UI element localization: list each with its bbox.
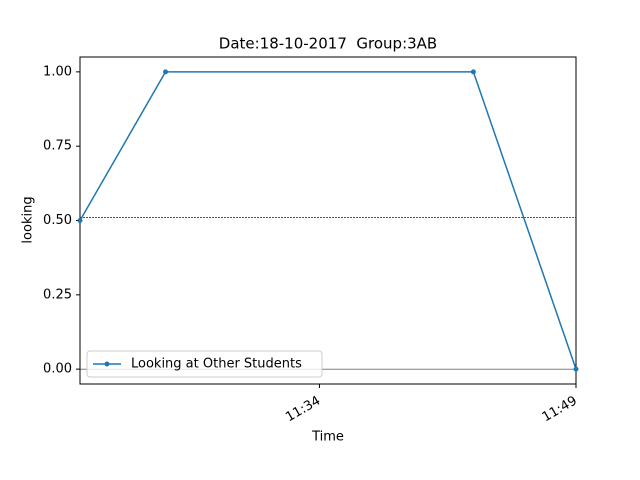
legend-label: Looking at Other Students <box>131 357 302 372</box>
y-tick-label: 1.00 <box>43 64 72 79</box>
x-axis-label: Time <box>311 430 344 445</box>
data-point <box>77 218 83 223</box>
data-point <box>470 69 476 75</box>
y-tick-label: 0.25 <box>43 287 72 302</box>
y-tick-label: 0.50 <box>43 213 72 228</box>
chart-title: Date:18-10-2017 Group:3AB <box>219 35 437 53</box>
legend-marker <box>104 361 110 367</box>
y-axis-label: looking <box>21 196 36 243</box>
legend-box <box>86 350 323 378</box>
x-tick-label: 11:49 <box>540 394 580 426</box>
x-tick-label: 11:34 <box>283 394 323 426</box>
series-line <box>79 71 577 370</box>
plot-frame <box>79 56 577 385</box>
y-tick-label: 0.00 <box>43 362 72 377</box>
data-point <box>573 366 579 372</box>
legend: Looking at Other Students <box>86 350 323 378</box>
data-point <box>163 69 169 75</box>
y-tick-label: 0.75 <box>43 139 72 154</box>
